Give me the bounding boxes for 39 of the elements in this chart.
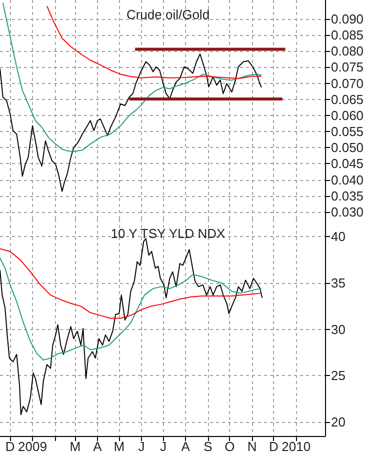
y-tick-label: 0.045 (331, 156, 364, 172)
y-tick-label: 30 (331, 322, 346, 337)
line-series (0, 257, 262, 360)
x-tick-label: J (160, 439, 166, 454)
line-series (0, 248, 262, 319)
x-tick-label: 2009 (18, 439, 47, 454)
x-tick-label: J (138, 439, 145, 454)
y-tick-label: 40 (331, 229, 346, 244)
y-tick-label: 0.090 (331, 11, 364, 26)
line-series (0, 238, 263, 416)
y-tick-label: 0.030 (331, 204, 364, 220)
line-series (2, 2, 262, 152)
x-tick-label: O (224, 439, 235, 454)
x-tick-label: A (181, 439, 190, 454)
y-tick-label: 0.070 (331, 76, 364, 91)
y-tick-label: 0.080 (331, 44, 364, 59)
y-tick-label: 0.055 (331, 124, 364, 140)
y-tick-label: 0.050 (331, 140, 364, 156)
x-tick-label: N (247, 439, 257, 454)
y-tick-label: 0.065 (331, 92, 364, 107)
x-tick-label: D (269, 439, 278, 454)
text: 10 Y TSY YLD NDX (110, 226, 226, 241)
y-tick-label: 0.085 (331, 28, 364, 43)
y-tick-label: 0.035 (331, 188, 364, 204)
x-tick-label: M (70, 439, 81, 454)
y-tick-label: 0.040 (331, 172, 364, 188)
y-tick-label: 35 (331, 275, 346, 290)
y-tick-label: 0.075 (331, 60, 364, 75)
x-tick-label: S (204, 439, 213, 454)
x-tick-label: M (114, 439, 125, 454)
line-series (46, 6, 262, 79)
text: Crude oil/Gold (126, 7, 210, 22)
y-tick-label: 0.060 (331, 108, 364, 123)
x-tick-label: D (5, 439, 15, 454)
x-tick-label: 2010 (282, 439, 311, 454)
x-tick-label: A (93, 439, 102, 454)
line-series (0, 54, 262, 192)
y-tick-label: 20 (331, 414, 346, 430)
y-tick-label: 25 (331, 368, 346, 384)
